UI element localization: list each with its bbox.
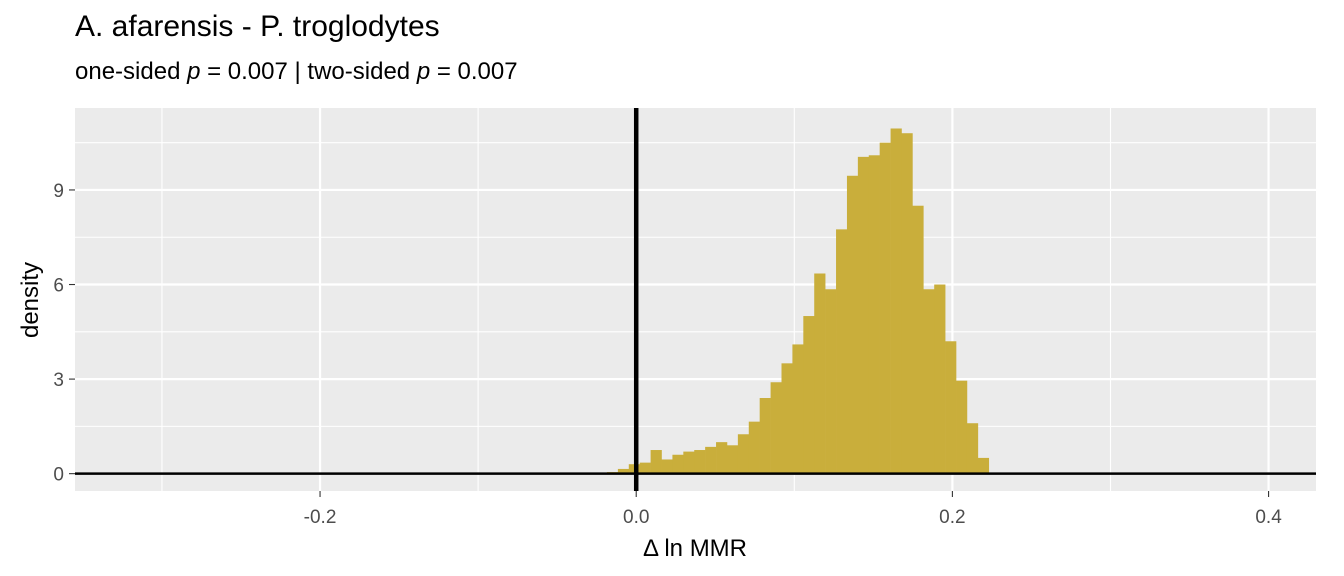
histogram-bar	[781, 363, 793, 474]
histogram-bar	[650, 450, 662, 474]
histogram-bar	[912, 205, 924, 474]
y-tick-label: 3	[53, 370, 64, 391]
histogram-bar	[792, 344, 804, 474]
histogram-bar	[748, 421, 760, 474]
histogram-bar	[934, 284, 946, 474]
histogram-bar	[726, 445, 739, 474]
histogram-bar	[639, 462, 651, 474]
axis-ticks	[69, 189, 1270, 497]
histogram-bar	[966, 423, 979, 474]
histogram-bar	[879, 142, 891, 474]
histogram-bar	[683, 451, 695, 474]
histogram-bar	[836, 229, 848, 474]
histogram-bar	[617, 468, 630, 474]
histogram-bar	[846, 175, 859, 474]
subtitle-part-1: one-sided	[75, 58, 188, 85]
histogram-bar	[759, 398, 771, 474]
y-tick-label: 9	[53, 181, 64, 202]
subtitle-p-symbol-2: p	[416, 58, 431, 85]
histogram-bar	[661, 459, 673, 474]
histogram-bar	[803, 316, 815, 474]
reference-lines	[75, 108, 1316, 491]
histogram-bar	[737, 434, 750, 474]
subtitle-part-3: = 0.007	[430, 58, 518, 85]
histogram-bar	[956, 380, 968, 474]
histogram-bar	[672, 454, 684, 474]
x-tick-label: -0.2	[304, 507, 337, 528]
x-tick-label: 0.4	[1255, 507, 1282, 528]
histogram-bar	[977, 457, 990, 474]
histogram-bar	[945, 341, 957, 474]
histogram-bar	[923, 289, 935, 474]
x-axis-title: Δ ln MMR	[643, 535, 747, 562]
x-tick-label: 0.2	[939, 507, 965, 528]
x-tick-label: 0.0	[623, 507, 649, 528]
histogram-bar	[890, 128, 902, 474]
histogram-bar	[814, 273, 826, 474]
histogram-bar	[868, 155, 880, 474]
plot-panel	[75, 108, 1316, 491]
y-tick-label: 0	[53, 465, 64, 486]
histogram-bar	[901, 133, 913, 474]
histogram-bar	[857, 156, 870, 474]
axis-tick-labels: -0.2 0.0 0.2 0.4 0 3 6 9	[53, 181, 1282, 528]
subtitle-p-symbol-1: p	[187, 58, 201, 85]
histogram-bar	[716, 442, 728, 474]
y-tick-label: 6	[53, 276, 64, 297]
subtitle-part-2: = 0.007 | two-sided	[200, 58, 417, 85]
histogram-bar	[770, 382, 782, 474]
y-axis-title: density	[17, 262, 44, 338]
chart-subtitle: one-sided p = 0.007 | two-sided p = 0.00…	[75, 58, 518, 86]
histogram-bar	[694, 450, 706, 474]
histogram-bar	[825, 289, 837, 474]
histogram-bars	[606, 128, 990, 474]
histogram-bar	[705, 446, 717, 474]
chart-title: A. afarensis - P. troglodytes	[75, 10, 440, 43]
